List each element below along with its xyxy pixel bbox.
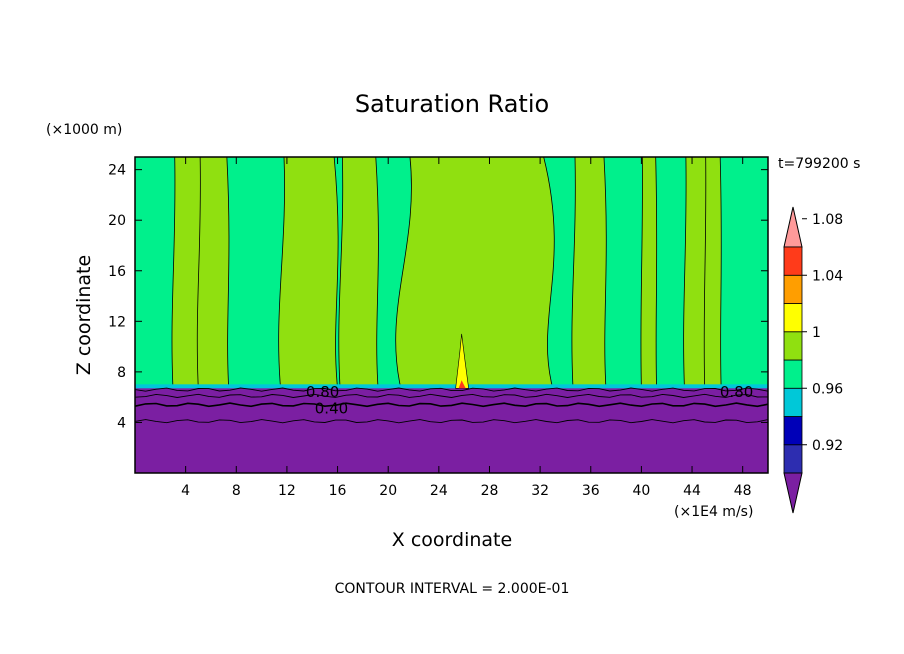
colorbar-swatch — [783, 416, 803, 446]
y-tick-label: 24 — [108, 163, 126, 179]
contour-line — [134, 402, 769, 408]
contour-label: 0.80 — [306, 383, 339, 401]
y-unit-label: (×1000 m) — [46, 122, 122, 138]
contour-interval-footer: CONTOUR INTERVAL = 2.000E-01 — [335, 581, 570, 597]
colorbar-label: 1.08 — [812, 212, 843, 228]
plume — [455, 333, 469, 389]
x-axis-ticks: 4 8 12 16 20 24 28 32 36 40 44 48 — [181, 157, 752, 499]
y-axis-ticks: 4 8 12 16 20 24 — [108, 163, 768, 431]
x-tick-label: 32 — [531, 483, 549, 499]
colorbar-swatch — [783, 274, 803, 304]
x-tick-label: 16 — [329, 483, 347, 499]
x-tick-label: 8 — [232, 483, 241, 499]
saturation-column — [571, 156, 607, 389]
x-unit-label: (×1E4 m/s) — [674, 504, 753, 520]
contour-plot-area: 0.800.400.80 4 8 12 16 20 24 28 32 36 40 44 48 4812… — [108, 156, 769, 499]
saturation-column — [196, 156, 230, 389]
saturation-column — [278, 156, 339, 389]
lower-layer — [135, 388, 768, 473]
saturation-layers — [135, 333, 768, 473]
colorbar-swatch — [783, 303, 803, 333]
y-tick-label: 4 — [117, 415, 126, 431]
boundary-band — [135, 384, 768, 390]
colorbar-swatch — [783, 387, 803, 417]
x-tick-label: 40 — [632, 483, 650, 499]
saturation-column — [395, 156, 555, 389]
contour-lines — [134, 387, 769, 424]
x-tick-label: 48 — [734, 483, 752, 499]
x-tick-label: 44 — [683, 483, 701, 499]
contour-label: 0.80 — [720, 383, 753, 401]
time-label: t=799200 s — [778, 156, 860, 172]
colorbar-swatch — [783, 331, 803, 361]
contour-line — [134, 419, 769, 424]
colorbar-swatch — [783, 444, 803, 474]
colorbar-label: 1.04 — [812, 268, 843, 284]
colorbar: 0.92 0.96 1 1.04 1.08 — [783, 206, 843, 514]
x-tick-label: 4 — [181, 483, 190, 499]
y-tick-label: 20 — [108, 213, 126, 229]
y-tick-label: 12 — [108, 314, 126, 330]
contour-labels: 0.800.400.80 — [306, 383, 753, 417]
x-tick-label: 20 — [379, 483, 397, 499]
x-tick-label: 24 — [430, 483, 448, 499]
colorbar-lower-arrow — [783, 472, 803, 514]
x-axis-label: X coordinate — [392, 529, 512, 551]
x-tick-label: 12 — [278, 483, 296, 499]
contour-line — [134, 387, 769, 392]
saturation-column — [703, 156, 722, 389]
saturation-column — [640, 156, 658, 389]
y-tick-label: 8 — [117, 365, 126, 381]
y-axis-label: Z coordinate — [73, 255, 95, 375]
chart-title: Saturation Ratio — [355, 90, 549, 118]
plume-core — [458, 380, 466, 389]
colorbar-upper-arrow — [783, 206, 803, 248]
colorbar-label: 0.92 — [812, 438, 843, 454]
colorbar-label: 0.96 — [812, 381, 843, 397]
saturation-columns — [171, 156, 722, 389]
plot-frame — [134, 156, 769, 474]
colorbar-swatch — [783, 359, 803, 389]
colorbar-label: 1 — [812, 325, 821, 341]
x-tick-label: 28 — [481, 483, 499, 499]
contour-label: 0.40 — [315, 399, 348, 417]
x-tick-label: 36 — [582, 483, 600, 499]
colorbar-swatch — [783, 246, 803, 276]
saturation-column — [338, 156, 379, 389]
contour-line — [134, 393, 769, 398]
y-tick-label: 16 — [108, 264, 126, 280]
